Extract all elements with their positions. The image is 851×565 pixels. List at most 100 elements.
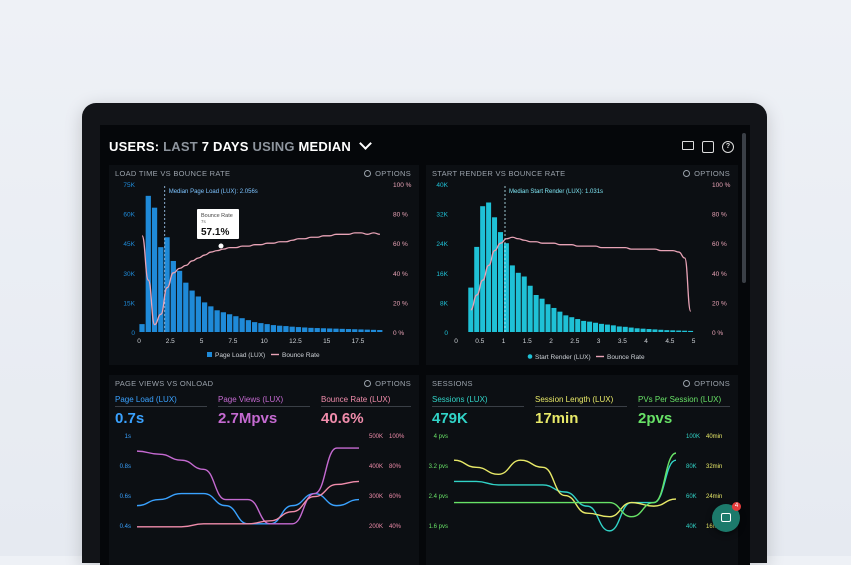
panel-title: START RENDER VS BOUNCE RATE (432, 169, 566, 178)
panel-sessions: SESSIONS OPTIONS Sessions (LUX) 479K Ses… (426, 375, 738, 565)
metric-divider (535, 406, 627, 407)
bar (658, 329, 664, 332)
bar (497, 232, 503, 332)
bar (320, 328, 327, 332)
median-label: Median Page Load (LUX): 2.056s (169, 189, 258, 195)
bar (151, 207, 158, 332)
x-tick: 1.5 (523, 338, 532, 345)
help-icon[interactable]: ? (722, 141, 734, 153)
y-left-tick: 30K (123, 271, 135, 278)
bar (581, 320, 587, 332)
metric-value-session-length: 17min (535, 410, 579, 427)
bar (474, 246, 480, 332)
gear-icon (364, 170, 372, 177)
chevron-down-icon[interactable] (358, 137, 372, 150)
y-right-tick: 300K (369, 494, 383, 500)
bar (345, 329, 352, 332)
bar (195, 296, 201, 332)
monitor-icon[interactable] (682, 141, 694, 150)
y-left-tick: 0 (131, 330, 135, 337)
y-left-tick: 1.6 pvs (429, 524, 448, 530)
tooltip-value: 57.1% (201, 227, 229, 238)
bar (377, 330, 383, 332)
bar (486, 202, 492, 332)
y-right-tick: 60 % (712, 241, 727, 248)
series-line (453, 459, 677, 532)
page-views-chart: 1s 0.8s 0.6s 0.4s 500K 400K 300K 200K 100% 80% 60%… (120, 434, 405, 530)
bar (226, 314, 233, 332)
x-tick: 1 (502, 338, 506, 345)
options-button[interactable]: OPTIONS (683, 169, 730, 178)
y-right-tick: 100 % (393, 182, 412, 189)
dashboard-header[interactable]: USERS: LAST 7 DAYS USING MEDIAN (109, 137, 372, 154)
bar (670, 330, 676, 332)
bar (145, 195, 151, 332)
y-left-tick: 75K (123, 182, 135, 189)
start-render-chart: 40K 32K 24K 16K 8K 0 100 % 80 % 60 % 40 % 20 % 0 % 0… (436, 182, 730, 361)
bar (139, 324, 145, 332)
bar (628, 327, 634, 332)
y-right-tick: 80% (389, 464, 402, 470)
y-right-tick: 0 % (712, 330, 723, 337)
bar (208, 306, 214, 332)
metric-divider (115, 406, 207, 407)
y-right-tick: 0 % (393, 330, 404, 337)
x-tick: 3.5 (618, 338, 627, 345)
bar (610, 325, 616, 332)
y-right-tick: 24min (706, 494, 722, 500)
bar (283, 326, 289, 332)
y-right-tick: 80K (686, 464, 697, 470)
options-button[interactable]: OPTIONS (683, 379, 730, 388)
panel-title: SESSIONS (432, 379, 473, 388)
y-left-tick: 4 pvs (434, 434, 448, 440)
metric-value-pvs-per-session: 2pvs (638, 410, 673, 427)
y-right-tick: 80 % (712, 212, 727, 219)
bar (575, 319, 581, 332)
x-tick: 2 (549, 338, 553, 345)
x-tick: 12.5 (289, 338, 302, 345)
header-using: USING (252, 139, 295, 154)
options-label: OPTIONS (694, 169, 730, 178)
panel-title: LOAD TIME VS BOUNCE RATE (115, 169, 231, 178)
bar (258, 323, 264, 332)
bar (370, 329, 377, 332)
x-tick: 5 (692, 338, 696, 345)
metric-divider (218, 406, 310, 407)
bar (327, 328, 333, 332)
legend-swatch-bar (527, 354, 533, 359)
y-left-tick: 0.6s (120, 494, 131, 500)
y-right-tick: 60% (389, 494, 402, 500)
y-left-tick: 8K (440, 300, 449, 307)
bar (682, 330, 688, 332)
metric-divider (321, 406, 411, 407)
chat-bubble-icon (721, 513, 731, 522)
bar (339, 328, 345, 332)
bar (503, 243, 509, 332)
header-prefix: USERS: (109, 139, 160, 154)
y-left-tick: 2.4 pvs (429, 494, 448, 500)
bar (646, 329, 652, 332)
x-tick: 5 (200, 338, 204, 345)
options-button[interactable]: OPTIONS (364, 169, 411, 178)
x-tick: 7.5 (228, 338, 237, 345)
bar (545, 304, 551, 332)
y-right-tick: 40 % (712, 271, 727, 278)
y-right-tick: 40min (706, 434, 722, 440)
bar (688, 330, 694, 332)
bar (533, 295, 539, 332)
bar (515, 272, 521, 332)
options-button[interactable]: OPTIONS (364, 379, 411, 388)
bounce-rate-line (141, 232, 380, 326)
y-right-tick: 200K (369, 524, 383, 530)
bar (164, 237, 170, 332)
y-left-tick: 24K (436, 241, 448, 248)
panel-title: PAGE VIEWS VS ONLOAD (115, 379, 214, 388)
share-icon[interactable] (702, 141, 714, 153)
y-left-tick: 60K (123, 212, 135, 219)
laptop-frame: USERS: LAST 7 DAYS USING MEDIAN ? LOAD T… (82, 103, 767, 565)
tooltip-point (218, 243, 224, 249)
y-left-tick: 15K (123, 300, 135, 307)
scrollbar[interactable] (742, 133, 746, 283)
series-line (136, 447, 359, 525)
legend-label: Bounce Rate (282, 352, 320, 359)
